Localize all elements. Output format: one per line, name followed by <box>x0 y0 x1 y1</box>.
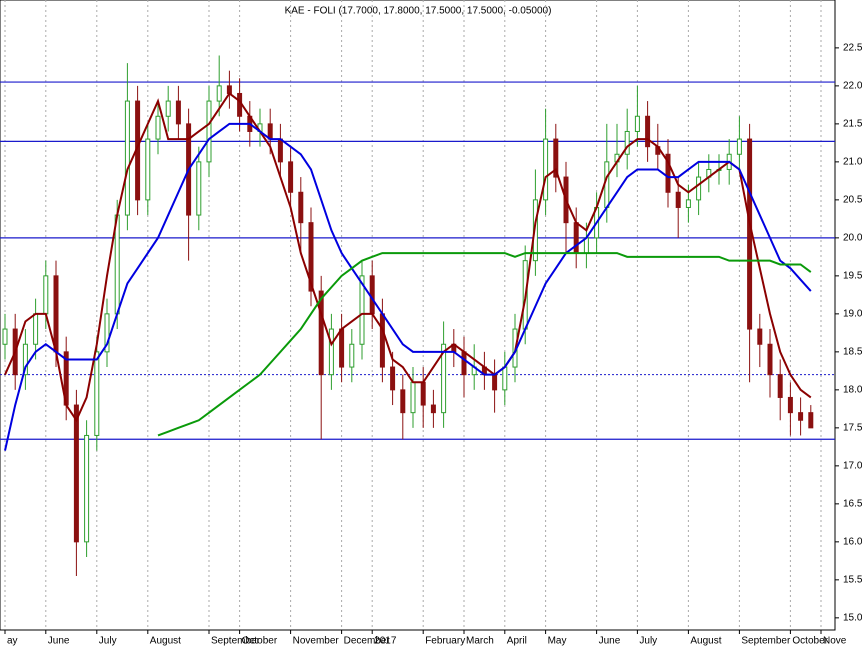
candle-body <box>553 138 559 178</box>
moving-average-line <box>4 122 812 451</box>
candle-body <box>492 374 498 391</box>
candle-body <box>747 138 753 330</box>
chart-title: KAE - FOLI (17.7000, 17.8000, 17.5000, 1… <box>285 6 552 17</box>
x-tick-label: May <box>548 636 567 647</box>
y-tick-label: 17.0 <box>843 460 862 471</box>
candle-body <box>73 404 79 543</box>
x-tick-label: 2017 <box>374 636 397 647</box>
candle-body <box>155 115 161 140</box>
y-tick-label: 20.0 <box>843 233 862 244</box>
candle-body <box>767 343 773 376</box>
moving-average-line <box>4 92 812 423</box>
x-tick-label: July <box>639 636 657 647</box>
candle-body <box>634 115 640 132</box>
candle-body <box>543 138 549 201</box>
plot-frame <box>0 0 836 631</box>
y-tick-label: 15.0 <box>843 612 862 623</box>
x-tick-label: October <box>242 636 278 647</box>
y-tick-label: 19.0 <box>843 309 862 320</box>
y-tick-label: 16.0 <box>843 536 862 547</box>
y-tick-label: 20.5 <box>843 195 862 206</box>
candle-body <box>22 343 28 376</box>
candle-body <box>400 389 406 414</box>
candle-body <box>787 396 793 414</box>
candle-body <box>53 275 59 353</box>
x-tick-label: December <box>344 636 391 647</box>
x-tick-label: July <box>99 636 117 647</box>
x-tick-label: August <box>690 636 721 647</box>
candle-body <box>359 275 365 345</box>
candle-body <box>114 214 120 315</box>
candle-body <box>441 343 447 414</box>
x-tick-label: November <box>293 636 340 647</box>
x-tick-label: Nove <box>823 636 847 647</box>
y-tick-label: 19.5 <box>843 271 862 282</box>
candle-body <box>165 100 171 117</box>
candle-body <box>390 366 396 391</box>
candle-body <box>604 161 610 208</box>
candle-body <box>308 222 314 292</box>
y-tick-label: 21.0 <box>843 157 862 168</box>
candle-body <box>318 290 324 376</box>
x-tick-label: June <box>48 636 70 647</box>
candle-body <box>196 161 202 216</box>
y-tick-label: 16.5 <box>843 498 862 509</box>
candle-body <box>573 222 579 254</box>
candle-body <box>808 412 814 429</box>
candle-body <box>43 275 49 315</box>
candle-body <box>94 351 100 436</box>
candle-body <box>777 374 783 398</box>
candle-body <box>84 434 90 543</box>
candle-body <box>420 381 426 406</box>
y-tick-label: 17.5 <box>843 422 862 433</box>
candle-body <box>502 366 508 391</box>
y-tick-label: 22.5 <box>843 43 862 54</box>
moving-average-line <box>157 252 812 437</box>
y-tick-label: 21.5 <box>843 119 862 130</box>
candle-body <box>379 313 385 368</box>
candle-body <box>675 191 681 208</box>
x-tick-label: April <box>507 636 527 647</box>
candle-body <box>216 85 222 102</box>
candle-body <box>757 328 763 345</box>
candle-body <box>349 343 355 368</box>
x-tick-label: ay <box>7 636 18 647</box>
candle-body <box>298 191 304 224</box>
candle-body <box>104 313 110 353</box>
y-tick-label: 22.0 <box>843 81 862 92</box>
candle-body <box>2 328 8 345</box>
candle-body <box>798 412 804 421</box>
candle-body <box>175 100 181 125</box>
candle-body <box>145 138 151 201</box>
candle-body <box>277 138 283 163</box>
candle-body <box>645 115 651 148</box>
y-tick-label: 15.5 <box>843 574 862 585</box>
y-tick-label: 18.5 <box>843 346 862 357</box>
candle-body <box>339 328 345 368</box>
candle-body <box>430 404 436 414</box>
candle-body <box>665 153 671 193</box>
x-tick-label: September <box>741 636 791 647</box>
x-tick-label: June <box>599 636 621 647</box>
x-tick-label: August <box>150 636 181 647</box>
candle-body <box>288 161 294 193</box>
candle-body <box>696 176 702 201</box>
x-tick-label: March <box>466 636 494 647</box>
candle-body <box>461 351 467 376</box>
x-tick-label: February <box>425 636 465 647</box>
x-tick-label: October <box>792 636 828 647</box>
candle-body <box>328 328 334 376</box>
x-tick-label: September <box>211 636 261 647</box>
candle-body <box>206 100 212 163</box>
candle-body <box>736 138 742 155</box>
candle-body <box>124 100 130 216</box>
candle-body <box>410 381 416 414</box>
candle-body <box>685 199 691 208</box>
candle-body <box>624 130 630 155</box>
candle-body <box>33 313 39 345</box>
y-tick-label: 18.0 <box>843 384 862 395</box>
